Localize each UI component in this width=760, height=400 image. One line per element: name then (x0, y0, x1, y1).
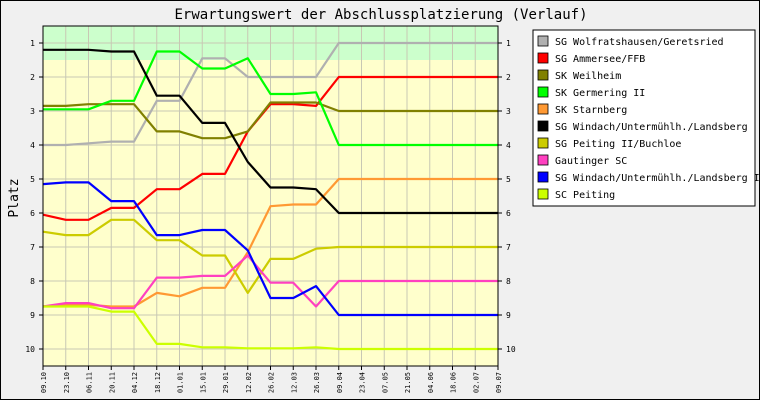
series-line (42, 181, 498, 317)
y-tick-label: 10 (25, 345, 35, 354)
legend-entry: SK Weilheim (555, 71, 621, 82)
series-line (43, 48, 498, 215)
legend-entry: SC Peiting (555, 190, 615, 201)
legend-entry: SG Peiting II/Buchloe (555, 139, 681, 150)
legend-entry: SG Windach/Untermühlh./Landsberg (555, 122, 748, 133)
y-tick-label-right: 9 (506, 311, 511, 320)
legend-swatch (537, 171, 549, 183)
series-layer (42, 41, 498, 351)
y-tick-label: 8 (30, 277, 35, 286)
series-line (42, 177, 498, 308)
legend-swatch (537, 137, 549, 149)
x-tick-label: 02.07 (472, 372, 480, 393)
y-tick-label-right: 7 (506, 243, 511, 252)
y-tick-label: 3 (30, 107, 35, 116)
x-tick-label: 09.04 (336, 372, 344, 393)
legend-entry: SG Ammersee/FFB (555, 54, 645, 65)
legend-swatch (537, 86, 549, 98)
legend-box (532, 29, 756, 207)
legend-swatch (537, 188, 549, 200)
y-tick-label-right: 6 (506, 209, 511, 218)
x-tick-label: 26.03 (313, 372, 321, 393)
y-tick-label: 9 (30, 311, 35, 320)
y-tick-label-right: 4 (506, 141, 511, 150)
x-tick-label: 23.10 (63, 372, 71, 393)
series-line (43, 50, 498, 147)
x-tick-label: 15.01 (199, 372, 207, 393)
x-tick-label: 29.01 (222, 372, 230, 393)
x-tick-label: 18.12 (154, 372, 162, 393)
series-line (42, 218, 498, 294)
legend-swatch (537, 69, 549, 81)
legend: SG Wolfratshausen/Geretsried SG Ammersee/… (532, 29, 759, 207)
x-tick-label: 09.07 (495, 372, 503, 393)
y-tick-label-right: 2 (506, 73, 511, 82)
x-tick-label: 06.11 (86, 372, 94, 393)
x-tick-label: 18.06 (450, 372, 458, 393)
y-tick-label: 5 (30, 175, 35, 184)
x-tick-label: 04.06 (427, 372, 435, 393)
y-tick-label-right: 10 (506, 345, 516, 354)
legend-swatch (537, 103, 549, 115)
x-tick-label: 23.04 (359, 372, 367, 393)
legend-swatch (537, 120, 549, 132)
x-tick-label: 12.03 (290, 372, 298, 393)
y-tick-label-right: 8 (506, 277, 511, 286)
y-tick-label: 6 (30, 209, 35, 218)
series-line (43, 101, 498, 140)
legend-entry: Gautinger SC (555, 156, 627, 167)
x-tick-label: 20.11 (108, 372, 116, 393)
x-tick-label: 26.02 (268, 372, 276, 393)
y-tick-label: 1 (30, 39, 35, 48)
legend-swatch (537, 35, 549, 47)
y-tick-label-right: 3 (506, 107, 511, 116)
y-tick-label: 7 (30, 243, 35, 252)
series-line (42, 254, 498, 310)
y-tick-label: 2 (30, 73, 35, 82)
legend-entry: SK Germering II (555, 88, 645, 99)
series-line (43, 41, 498, 147)
y-axis-label: Platz (7, 178, 22, 217)
y-tick-label-right: 1 (506, 39, 511, 48)
y-tick-label: 4 (30, 141, 35, 150)
axes: 1 1 2 2 3 3 4 4 5 5 6 6 7 7 8 8 9 9 10 10 09.10 23.10 06.11 20.… (25, 25, 516, 393)
x-tick-label: 12.02 (245, 372, 253, 393)
series-line (43, 305, 498, 351)
x-tick-label: 21.05 (404, 372, 412, 393)
legend-swatch (537, 52, 549, 64)
legend-entry: SG Wolfratshausen/Geretsried (555, 37, 724, 48)
legend-swatch (537, 154, 549, 166)
y-tick-label-right: 5 (506, 175, 511, 184)
x-tick-label: 09.10 (40, 372, 48, 393)
x-tick-label: 01.01 (177, 372, 185, 393)
chart-title: Erwartungswert der Abschlussplatzierung … (174, 7, 587, 23)
legend-entry: SK Starnberg (555, 105, 627, 116)
x-tick-label: 04.12 (131, 372, 139, 393)
legend-entry: SG Windach/Untermühlh./Landsberg II (555, 173, 759, 184)
x-tick-label: 07.05 (381, 372, 389, 393)
